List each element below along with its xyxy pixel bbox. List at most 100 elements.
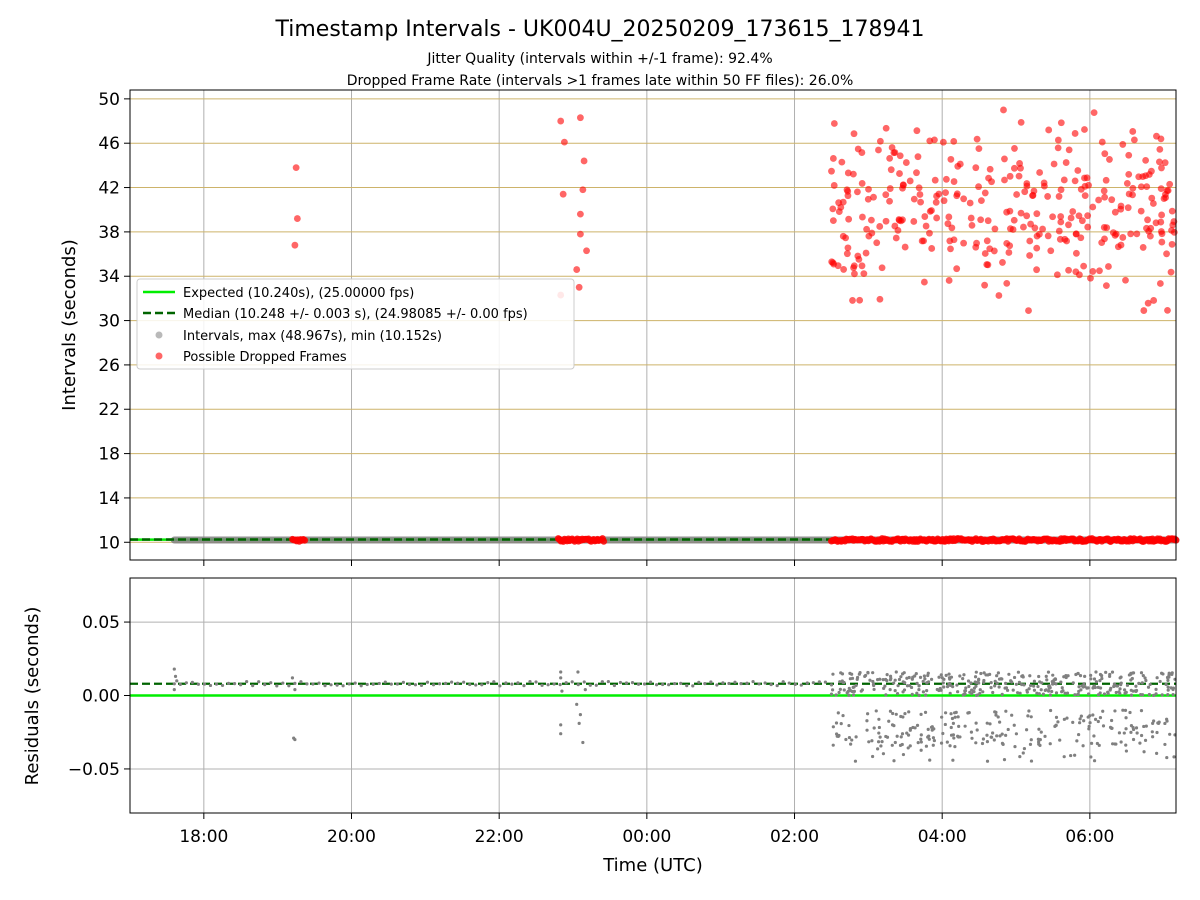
dropped-point [1010, 216, 1018, 224]
residual-point [1164, 682, 1168, 686]
residual-point [1077, 685, 1081, 689]
residual-point [721, 681, 725, 685]
residual-point [1079, 714, 1083, 718]
residual-point [866, 712, 870, 716]
residual-point [872, 687, 876, 692]
residual-point [793, 682, 797, 687]
residual-point [1124, 727, 1128, 731]
dropped-point [1010, 164, 1018, 172]
residual-point [1171, 692, 1175, 697]
residual-point [582, 680, 586, 684]
dropped-point [1102, 176, 1110, 184]
residual-point [898, 743, 903, 748]
dropped-point [945, 277, 953, 284]
residual-point [1165, 719, 1169, 723]
residual-point [1098, 678, 1102, 683]
dropped-point [1031, 224, 1039, 232]
residual-point [1150, 730, 1154, 734]
residual-point [1143, 676, 1147, 680]
dropped-point [1055, 227, 1063, 235]
residual-point [1129, 730, 1133, 734]
residual-point [673, 681, 677, 686]
dropped-point [1129, 184, 1137, 192]
residual-point [927, 737, 931, 741]
dropped-point [932, 198, 940, 206]
residual-point [1170, 672, 1174, 676]
residual-point [1007, 672, 1011, 676]
residual-point [981, 737, 986, 741]
residual-point [739, 682, 743, 686]
residual-point [576, 670, 580, 674]
residual-point [540, 683, 544, 687]
residual-point [1047, 689, 1051, 693]
dropped-point [838, 158, 846, 166]
residual-point [492, 680, 496, 684]
residual-point [1089, 677, 1093, 681]
residual-point [1169, 686, 1173, 690]
residuals-points [172, 667, 1177, 763]
residual-point [1051, 673, 1055, 677]
residual-point [947, 672, 951, 676]
residual-point [178, 682, 182, 686]
residual-point [691, 684, 695, 688]
residual-point [988, 672, 992, 676]
dropped-point [867, 216, 875, 224]
residual-point [1140, 681, 1144, 685]
residual-point [895, 692, 900, 696]
chart-subtitle-jitter: Jitter Quality (intervals within +/-1 fr… [426, 51, 772, 67]
residual-point [877, 717, 881, 721]
residual-point [245, 680, 249, 684]
residual-point [697, 680, 701, 684]
residual-point [903, 711, 907, 716]
residual-point [877, 725, 881, 730]
residual-point [850, 676, 855, 680]
dropped-point [1158, 230, 1166, 238]
dropped-point [1163, 187, 1171, 195]
residual-point [949, 712, 953, 716]
dropped-point [1100, 224, 1108, 231]
residual-point [1069, 753, 1073, 758]
residual-point [1128, 710, 1132, 715]
time-xtick-label-0: 18:00 [179, 827, 228, 847]
dropped-point [1168, 240, 1176, 248]
residual-point [884, 693, 888, 697]
residual-point [1073, 693, 1077, 697]
dropped-point [1069, 208, 1077, 215]
residual-point [287, 684, 291, 688]
residual-point [522, 683, 526, 688]
residual-point [970, 736, 974, 740]
residual-point [918, 675, 923, 679]
dropped-point [888, 144, 896, 151]
residual-point [1003, 681, 1008, 685]
residuals-ytick-label-0: −0.05 [68, 760, 120, 780]
dropped-point [981, 189, 989, 197]
residual-point [1054, 715, 1059, 719]
residual-point [829, 692, 834, 696]
dropped-point [1001, 176, 1008, 184]
residual-point [1160, 693, 1164, 697]
dropped-point [1049, 213, 1057, 221]
dropped-point [1013, 191, 1021, 198]
residual-point [1142, 724, 1146, 729]
dropped-point [892, 234, 900, 242]
residual-point [1071, 681, 1075, 685]
residual-point [1111, 742, 1115, 746]
residual-point [202, 682, 207, 686]
residual-point [618, 680, 623, 685]
residual-point [1044, 688, 1048, 692]
residual-point [1059, 680, 1063, 684]
residual-point [931, 743, 935, 747]
residual-point [937, 675, 941, 679]
dropped-point [960, 195, 968, 203]
dropped-point [576, 114, 584, 122]
residual-point [968, 690, 972, 694]
dropped-point [1009, 226, 1017, 233]
dropped-point [901, 243, 909, 251]
residual-point [1113, 742, 1117, 746]
residual-point [985, 733, 989, 737]
residual-point [329, 683, 333, 687]
residual-point [1048, 742, 1052, 746]
dropped-point [1023, 212, 1031, 220]
residual-point [985, 759, 990, 763]
residual-point [956, 690, 960, 694]
